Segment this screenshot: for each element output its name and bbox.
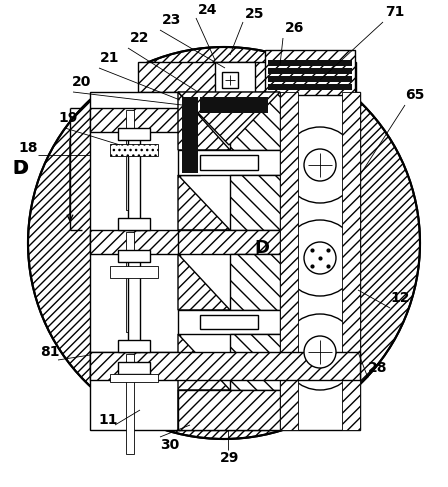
Polygon shape [178, 334, 230, 390]
Bar [268, 84, 352, 90]
Text: 18: 18 [18, 141, 38, 155]
Bar [200, 315, 258, 329]
Bar [268, 60, 352, 66]
Bar [178, 310, 280, 334]
Bar [90, 92, 180, 430]
Bar [118, 340, 150, 352]
Text: 21: 21 [100, 51, 120, 65]
Polygon shape [229, 390, 280, 430]
Circle shape [28, 47, 420, 439]
Bar [110, 374, 158, 382]
Bar [118, 218, 150, 230]
Bar [90, 62, 360, 430]
Bar [265, 50, 355, 95]
Bar [342, 92, 360, 430]
Bar [215, 62, 255, 100]
Text: 28: 28 [368, 361, 388, 375]
Text: 65: 65 [405, 88, 425, 102]
Polygon shape [230, 175, 280, 230]
Polygon shape [230, 92, 280, 150]
Bar [182, 97, 198, 173]
Bar [178, 150, 280, 175]
Polygon shape [178, 390, 229, 430]
Text: 11: 11 [98, 413, 118, 427]
Text: 12: 12 [390, 291, 410, 305]
Text: 22: 22 [130, 31, 150, 45]
Bar [110, 266, 158, 278]
Circle shape [282, 220, 358, 296]
Bar [178, 390, 280, 430]
Polygon shape [178, 175, 230, 230]
Bar [90, 108, 180, 132]
Bar [126, 354, 134, 454]
Bar [118, 362, 150, 374]
Bar [222, 72, 238, 88]
Bar [178, 390, 280, 430]
Text: 26: 26 [285, 21, 305, 35]
Bar [126, 110, 134, 210]
Text: 30: 30 [160, 438, 180, 452]
Bar [178, 230, 280, 254]
Text: 20: 20 [72, 75, 92, 89]
Text: D: D [254, 239, 270, 257]
Bar [118, 250, 150, 262]
Bar [200, 97, 268, 113]
Text: D: D [13, 159, 27, 177]
Text: 81: 81 [40, 345, 60, 359]
Bar [200, 155, 258, 170]
Bar [268, 76, 352, 82]
Circle shape [282, 127, 358, 203]
Text: D: D [12, 158, 28, 177]
Circle shape [304, 336, 336, 368]
Polygon shape [230, 254, 280, 310]
Circle shape [304, 149, 336, 181]
Circle shape [304, 242, 336, 274]
Text: 19: 19 [58, 111, 78, 125]
Polygon shape [230, 334, 280, 390]
Bar [180, 95, 200, 175]
Text: 71: 71 [385, 5, 405, 19]
Bar [198, 95, 270, 115]
Bar [280, 92, 298, 430]
Bar [128, 254, 140, 352]
Bar [128, 132, 140, 230]
Polygon shape [178, 254, 230, 310]
Bar [110, 144, 158, 156]
Bar [118, 128, 150, 140]
Polygon shape [178, 92, 280, 145]
Polygon shape [178, 92, 230, 150]
Bar [90, 352, 180, 376]
Bar [90, 352, 360, 380]
Text: 24: 24 [198, 3, 218, 17]
Bar [90, 230, 180, 254]
Text: 23: 23 [162, 13, 182, 27]
Bar [268, 68, 352, 74]
Bar [126, 232, 134, 332]
Text: 25: 25 [245, 7, 265, 21]
Bar [138, 62, 356, 92]
Text: 29: 29 [220, 451, 240, 465]
Circle shape [282, 314, 358, 390]
Bar [280, 92, 360, 430]
